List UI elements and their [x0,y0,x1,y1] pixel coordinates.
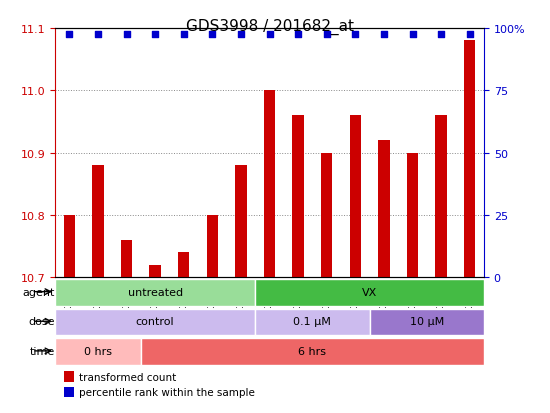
Bar [321,153,332,278]
Bar [235,166,246,278]
FancyBboxPatch shape [55,309,255,335]
Text: untreated: untreated [128,287,183,297]
Bar [407,153,418,278]
Text: percentile rank within the sample: percentile rank within the sample [79,387,255,397]
Bar [436,116,447,278]
Text: transformed count: transformed count [79,372,176,382]
Point [294,32,302,38]
Point [437,32,446,38]
Point [208,32,217,38]
FancyBboxPatch shape [55,338,141,365]
Text: dose: dose [29,316,55,326]
Text: time: time [30,346,55,356]
Point [379,32,388,38]
Bar [150,265,161,278]
Text: 0.1 μM: 0.1 μM [294,316,331,326]
Point [94,32,102,38]
FancyBboxPatch shape [141,338,484,365]
Bar [64,387,74,397]
Point [65,32,74,38]
Point [122,32,131,38]
Text: VX: VX [362,287,377,297]
Bar [350,116,361,278]
FancyBboxPatch shape [255,279,484,306]
Bar [293,116,304,278]
Bar [207,216,218,278]
FancyBboxPatch shape [255,309,370,335]
Point [465,32,474,38]
Bar [64,372,74,382]
FancyBboxPatch shape [370,309,484,335]
Bar [64,216,75,278]
Point [179,32,188,38]
Point [408,32,417,38]
Point [322,32,331,38]
Text: 6 hrs: 6 hrs [299,346,326,356]
Text: agent: agent [23,287,55,297]
Point [236,32,245,38]
Point [151,32,160,38]
Point [265,32,274,38]
Bar [378,141,389,278]
Text: control: control [136,316,174,326]
Point [351,32,360,38]
Text: 10 μM: 10 μM [410,316,444,326]
Text: GDS3998 / 201682_at: GDS3998 / 201682_at [185,19,354,35]
Bar [178,253,189,278]
Bar [121,240,132,278]
Bar [464,41,475,278]
Text: 0 hrs: 0 hrs [84,346,112,356]
Bar [92,166,103,278]
Bar [264,91,275,278]
FancyBboxPatch shape [55,279,255,306]
